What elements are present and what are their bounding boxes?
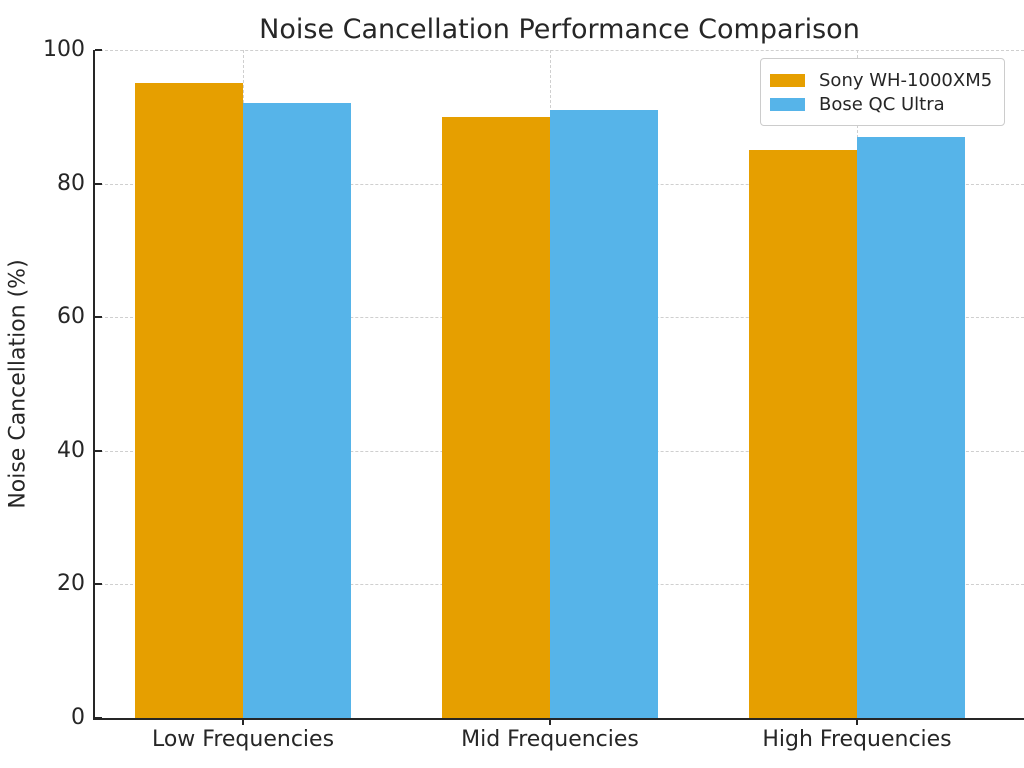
legend-swatch-sony [770,73,805,87]
x-tick-label-high-frequencies: High Frequencies [762,727,952,752]
bar-bose-qc-ultra-mid-frequencies [550,110,658,718]
x-tick-1 [549,720,551,725]
x-tick-label-low-frequencies: Low Frequencies [151,727,335,752]
y-axis-label: Noise Cancellation (%) [5,259,31,509]
bar-bose-qc-ultra-high-frequencies [857,136,965,718]
y-tick-label-0: 0 [71,705,85,730]
legend-label-sony: Sony WH-1000XM5 [819,69,993,91]
plot-area [93,49,1024,725]
y-tick-100 [95,49,102,51]
y-tick-label-60: 60 [57,304,85,330]
legend-item-bose: Bose QC Ultra [770,92,992,116]
y-tick-label-80: 80 [57,170,85,196]
y-axis-spine [93,50,95,720]
y-tick-80 [95,182,102,185]
x-axis-spine [93,718,1024,720]
y-tick-label-20: 20 [57,571,85,597]
chart-title: Noise Cancellation Performance Compariso… [259,14,860,45]
x-tick-2 [856,720,858,725]
y-tick-0 [95,717,102,719]
y-tick-60 [95,316,102,319]
y-tick-40 [95,449,102,452]
legend-label-bose: Bose QC Ultra [819,93,945,115]
gridline-y-100 [95,50,1024,51]
x-tick-0 [242,720,244,725]
bar-sony-wh-1000xm5-mid-frequencies [442,116,550,718]
y-tick-label-40: 40 [57,437,85,463]
legend-swatch-bose [770,97,805,111]
x-tick-label-mid-frequencies: Mid Frequencies [461,727,639,752]
legend: Sony WH-1000XM5 Bose QC Ultra [760,58,1006,126]
y-tick-20 [95,583,102,586]
bar-sony-wh-1000xm5-low-frequencies [135,83,243,718]
bar-bose-qc-ultra-low-frequencies [243,103,351,718]
y-tick-label-100: 100 [43,37,85,62]
bar-sony-wh-1000xm5-high-frequencies [749,150,857,718]
legend-item-sony: Sony WH-1000XM5 [770,68,992,92]
